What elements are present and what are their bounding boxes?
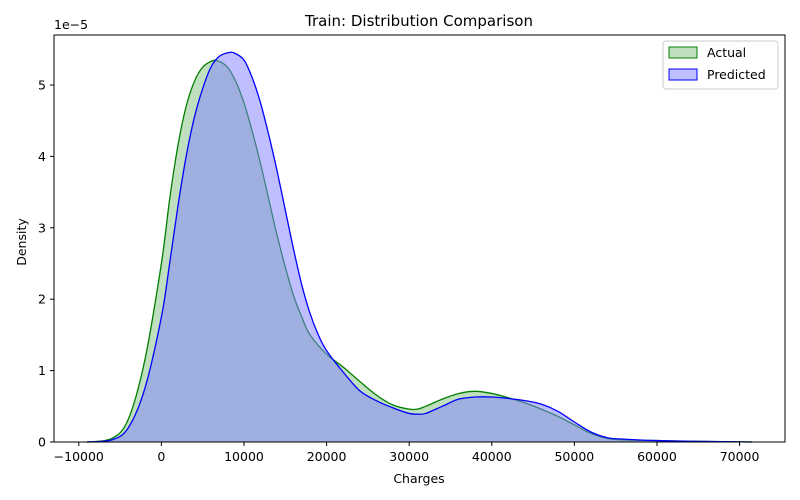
x-tick-label: 40000 bbox=[472, 449, 512, 464]
x-tick-label: 10000 bbox=[224, 449, 264, 464]
chart-title: Train: Distribution Comparison bbox=[304, 12, 533, 30]
x-axis-label: Charges bbox=[393, 471, 444, 486]
series-line-predicted bbox=[86, 51, 752, 443]
y-axis-label: Density bbox=[14, 218, 29, 266]
legend-label-predicted: Predicted bbox=[707, 67, 766, 82]
legend-swatch-actual bbox=[668, 46, 698, 59]
legend-swatch-predicted bbox=[668, 68, 698, 81]
y-tick-label: 4 bbox=[38, 149, 46, 164]
y-tick-label: 1 bbox=[38, 363, 46, 378]
x-tick-label: 70000 bbox=[720, 449, 760, 464]
legend: Actual Predicted bbox=[662, 40, 779, 90]
y-tick-label: 0 bbox=[38, 435, 46, 450]
y-tick-label: 5 bbox=[38, 77, 46, 92]
axes-frame bbox=[53, 34, 786, 443]
x-tick-label: 0 bbox=[157, 449, 165, 464]
x-tick-label: 60000 bbox=[637, 449, 677, 464]
legend-label-actual: Actual bbox=[707, 45, 746, 60]
x-tick-label: 30000 bbox=[389, 449, 429, 464]
axes: −10000 0 10000 20000 30000 40000 50000 60000 700… bbox=[38, 34, 786, 464]
y-tick-label: 3 bbox=[38, 220, 46, 235]
x-tick-label: −10000 bbox=[54, 449, 104, 464]
series-area-predicted bbox=[87, 52, 752, 443]
x-tick-label: 20000 bbox=[307, 449, 347, 464]
y-tick-label: 2 bbox=[38, 292, 46, 307]
y-exponent-label: 1e−5 bbox=[54, 17, 88, 32]
x-tick-label: 50000 bbox=[554, 449, 594, 464]
plot-area bbox=[86, 51, 752, 443]
